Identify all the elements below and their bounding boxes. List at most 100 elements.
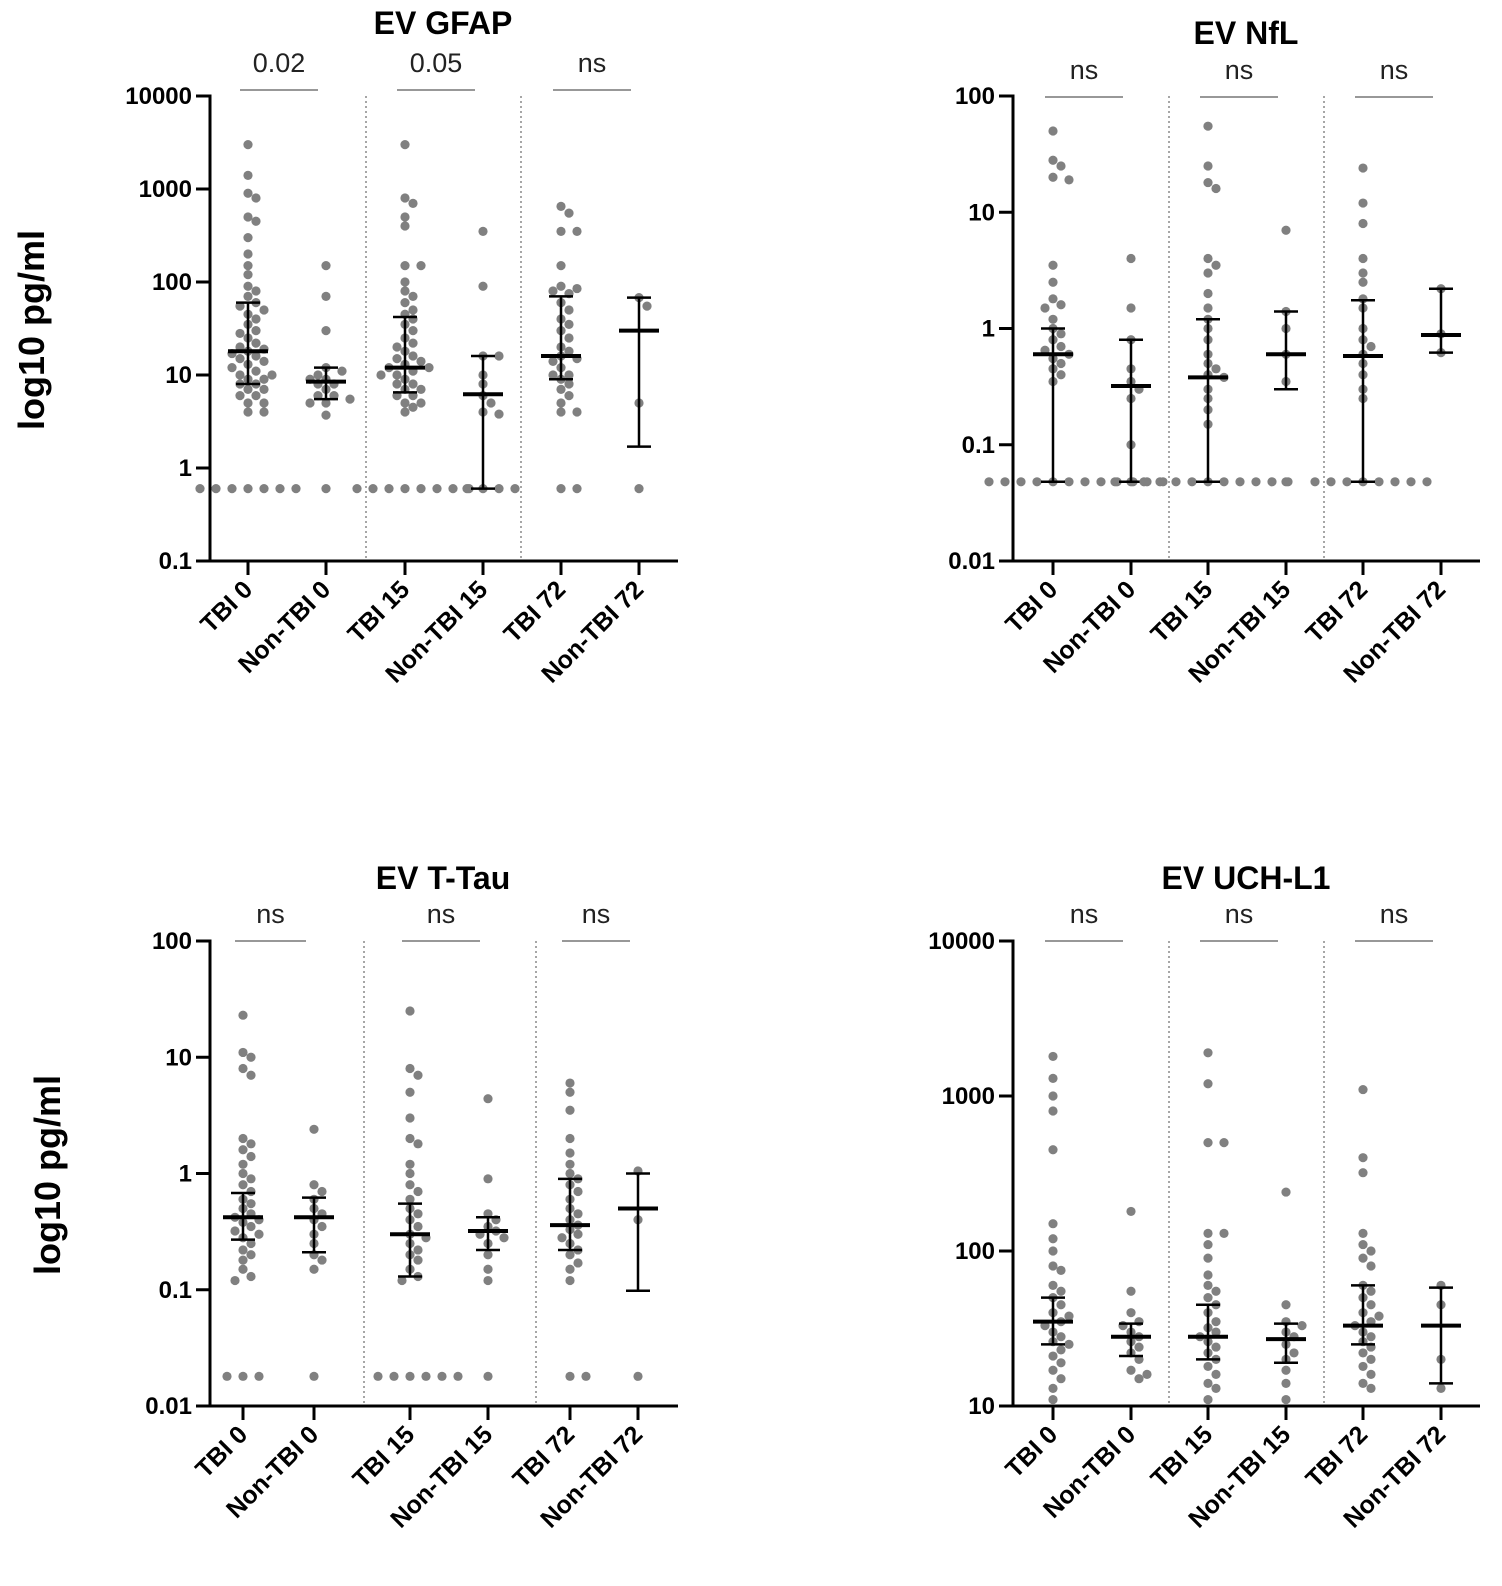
data-point [251, 326, 261, 336]
data-point [408, 305, 418, 315]
data-point [564, 208, 574, 218]
significance-label: ns [427, 899, 456, 929]
data-point [1187, 477, 1197, 487]
data-point [432, 484, 442, 494]
data-point [413, 1070, 423, 1080]
data-point [238, 1063, 248, 1074]
x-tick-label: TBI 0 [1000, 1420, 1063, 1483]
group-non-tbi-72 [1421, 284, 1461, 358]
data-point [321, 326, 331, 336]
data-point [243, 261, 253, 271]
data-point [1203, 1048, 1213, 1058]
data-point [243, 140, 253, 150]
data-point [1211, 1317, 1221, 1327]
data-point [238, 1010, 248, 1020]
data-point [1374, 1311, 1384, 1321]
group-tbi-72 [1310, 163, 1432, 487]
group-non-tbi-0 [1111, 1206, 1152, 1384]
x-tick-label: TBI 72 [498, 575, 571, 648]
group-tbi-0 [195, 140, 301, 494]
data-point [1358, 1361, 1368, 1372]
y-tick-label: 100 [152, 269, 192, 296]
data-point [421, 1371, 431, 1381]
data-point [400, 261, 410, 271]
data-point [251, 351, 261, 361]
data-point [1366, 1369, 1376, 1379]
data-point [462, 484, 472, 494]
y-axis-label: log10 pg/ml [11, 230, 52, 430]
data-point [1358, 218, 1368, 229]
group-tbi-15 [1139, 121, 1293, 487]
data-point [1048, 1073, 1058, 1083]
group-non-tbi-15 [1266, 225, 1306, 487]
y-tick-label: 10 [968, 1393, 995, 1420]
data-point [246, 1151, 256, 1162]
data-point [565, 1078, 575, 1088]
group-tbi-0 [222, 1010, 264, 1381]
data-point [1056, 329, 1066, 339]
data-point [413, 1255, 423, 1265]
data-point [392, 379, 402, 389]
data-point [1048, 277, 1058, 287]
data-point [1203, 1079, 1213, 1089]
significance-label: 0.02 [253, 48, 306, 78]
data-point [1281, 1394, 1291, 1405]
data-point [317, 1221, 327, 1232]
data-point [565, 1087, 575, 1097]
data-point [1064, 175, 1074, 185]
data-point [1126, 1365, 1136, 1375]
y-axis-label: log10 pg/ml [27, 1075, 68, 1275]
data-point [1110, 477, 1120, 487]
y-tick-label: 0.01 [948, 548, 995, 575]
data-point [572, 283, 582, 294]
data-point [317, 1186, 327, 1197]
data-point [400, 140, 410, 150]
data-point [572, 407, 582, 417]
data-point [267, 370, 277, 380]
data-point [1048, 1219, 1058, 1229]
data-point [1048, 1261, 1058, 1271]
data-point [321, 484, 331, 494]
data-point [392, 342, 402, 352]
data-point [1048, 1106, 1058, 1116]
y-tick-label: 10 [165, 1044, 192, 1071]
data-point [1342, 477, 1352, 487]
data-point [478, 281, 488, 291]
data-point [1281, 1300, 1291, 1310]
data-point [251, 193, 261, 203]
data-point [1211, 1383, 1221, 1393]
data-point [405, 1113, 415, 1123]
y-tick-label: 0.1 [962, 432, 995, 459]
data-point [1219, 1138, 1229, 1148]
data-point [1056, 370, 1066, 380]
x-tick-label: TBI 15 [347, 1420, 420, 1493]
data-point [1203, 1270, 1213, 1280]
data-point [1134, 1342, 1144, 1352]
data-point [211, 484, 221, 494]
data-point [556, 281, 566, 291]
y-tick-label: 10000 [928, 928, 995, 955]
data-point [573, 1186, 583, 1197]
data-point [1048, 1365, 1058, 1375]
data-point [238, 1047, 248, 1058]
data-point [1326, 477, 1336, 487]
data-point [1048, 126, 1058, 136]
data-point [483, 1371, 493, 1381]
data-point [1203, 1239, 1213, 1250]
data-point [1048, 294, 1058, 304]
significance-label: ns [1225, 55, 1254, 85]
data-point [416, 384, 426, 395]
data-point [405, 1006, 415, 1016]
data-point [1203, 268, 1213, 278]
y-tick-label: 0.01 [145, 1393, 192, 1420]
data-point [564, 379, 574, 389]
data-point [1139, 477, 1149, 487]
data-point [1126, 1206, 1136, 1217]
group-tbi-72 [541, 201, 582, 494]
data-point [259, 356, 269, 367]
data-point [235, 370, 245, 380]
data-point [243, 270, 253, 280]
data-point [400, 193, 410, 203]
data-point [1203, 161, 1213, 171]
